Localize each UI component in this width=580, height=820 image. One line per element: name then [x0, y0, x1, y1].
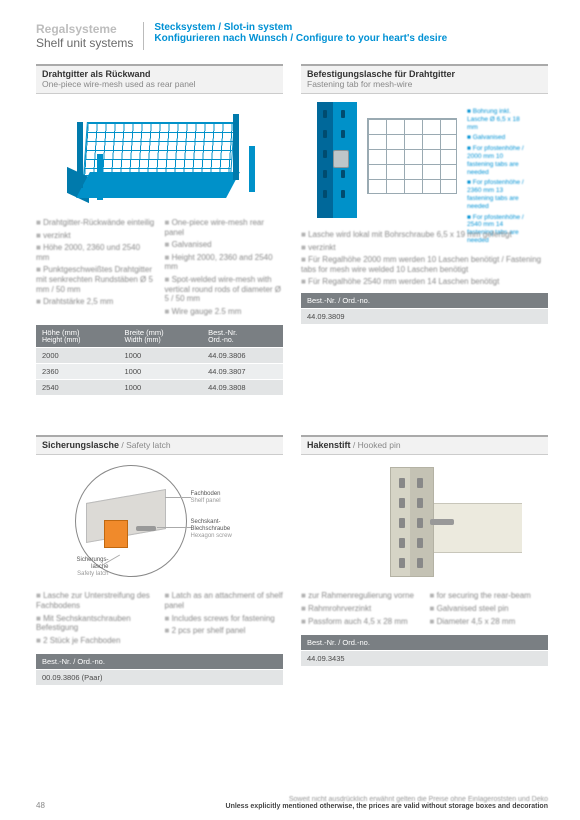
sect2-title-en: Fastening tab for mesh-wire	[307, 79, 542, 89]
header-sub1: Stecksystem / Slot-in system	[154, 22, 447, 33]
sect3-table: Best.-Nr. / Ord.-no. 00.09.3806 (Paar)	[36, 654, 283, 685]
sect1-bullets-en: One-piece wire-mesh rear panel Galvanise…	[165, 218, 284, 319]
section-hooked-pin: Hakenstift / Hooked pin	[301, 435, 548, 685]
fasteningtab-illustration: Bohrung inkl. Lasche Ø 6,5 x 18 mm Galva…	[301, 102, 531, 222]
sect1-bullets-de: Drahtgitter-Rückwände einteilig verzinkt…	[36, 218, 155, 319]
sect3-title-en: / Safety latch	[119, 440, 171, 450]
sect1-table: Höhe (mm)Height (mm) Breite (mm)Width (m…	[36, 325, 283, 395]
page-header: Regalsysteme Shelf unit systems Stecksys…	[36, 22, 548, 50]
sect1-title-en: One-piece wire-mesh used as rear panel	[42, 79, 277, 89]
section-wiremesh: Drahtgitter als Rückwand One-piece wire-…	[36, 64, 283, 395]
sect4-table: Best.-Nr. / Ord.-no. 44.09.3435	[301, 635, 548, 666]
section-safety-latch: Sicherungslasche / Safety latch Fachbode…	[36, 435, 283, 685]
header-sub2: Konfigurieren nach Wunsch / Configure to…	[154, 33, 447, 44]
sect2-bullets: Lasche wird lokal mit Bohrschraube 6,5 x…	[301, 230, 548, 287]
header-cat-en: Shelf unit systems	[36, 36, 133, 50]
sect4-bullets-en: for securing the rear-beam Galvanised st…	[430, 591, 549, 629]
wiremesh-illustration	[55, 102, 265, 210]
page-footer: Soweit nicht ausdrücklich erwähnt gelten…	[36, 796, 548, 810]
sect2-title-de: Befestigungslasche für Drahtgitter	[307, 69, 542, 79]
sect3-bullets-en: Latch as an attachment of shelf panel In…	[165, 591, 284, 648]
sect2-table: Best.-Nr. / Ord.-no. 44.09.3809	[301, 293, 548, 324]
header-cat-de: Regalsysteme	[36, 22, 133, 36]
section-fastening-tab: Befestigungslasche für Drahtgitter Faste…	[301, 64, 548, 395]
sect2-side-bullets: Bohrung inkl. Lasche Ø 6,5 x 18 mm Galva…	[467, 102, 531, 222]
sect1-title-de: Drahtgitter als Rückwand	[42, 69, 277, 79]
sect3-title-de: Sicherungslasche	[42, 440, 119, 450]
sect4-bullets-de: zur Rahmenregulierung vorne Rahmrohrverz…	[301, 591, 420, 629]
page-number: 48	[36, 801, 45, 810]
sect4-title-en: / Hooked pin	[351, 440, 401, 450]
sect4-title-de: Hakenstift	[307, 440, 351, 450]
hookedpin-illustration	[320, 463, 530, 583]
sect3-bullets-de: Lasche zur Unterstreifung des Fachbodens…	[36, 591, 155, 648]
safetylatch-illustration: FachbodenShelf panel Sechskant-Blechschr…	[75, 463, 245, 583]
